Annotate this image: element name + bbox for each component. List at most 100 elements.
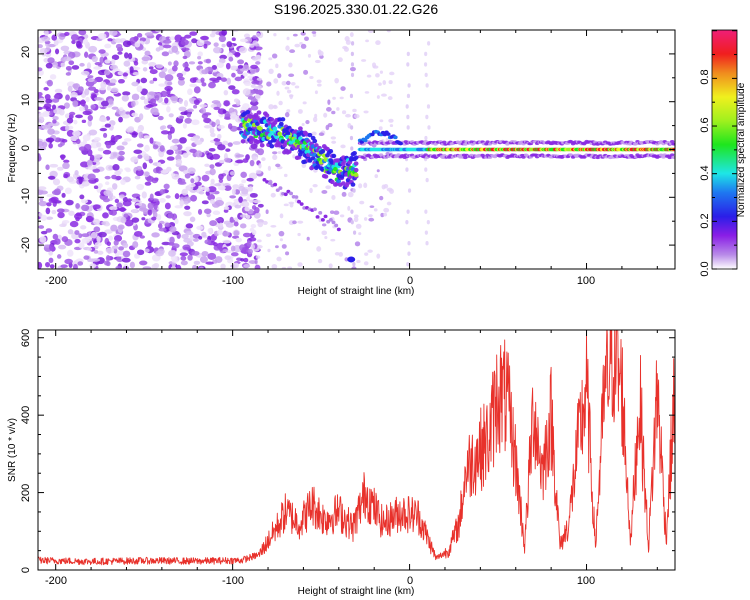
noise-blob <box>222 248 228 253</box>
noise-blob <box>273 33 277 37</box>
noise-blob <box>239 38 249 43</box>
noise-blob <box>134 175 141 180</box>
noise-blob <box>56 208 65 213</box>
noise-blob <box>109 65 117 70</box>
noise-blob <box>193 86 201 94</box>
noise-blob <box>57 211 65 219</box>
noise-blob <box>142 266 152 269</box>
noise-blob <box>93 66 102 70</box>
noise-blob <box>279 238 283 242</box>
noise-blob <box>83 255 90 260</box>
noise-blob <box>122 72 129 77</box>
noise-blob <box>99 116 107 123</box>
noise-blob <box>133 149 143 154</box>
noise-blob <box>203 117 211 124</box>
noise-blob <box>221 43 226 48</box>
noise-blob <box>153 202 158 210</box>
noise-blob <box>79 161 89 168</box>
noise-blob <box>65 94 70 101</box>
noise-blob <box>47 175 56 180</box>
colorbar-tick-label: 0.0 <box>699 261 711 276</box>
noise-blob <box>143 171 150 176</box>
noise-blob <box>213 42 219 47</box>
noise-blob <box>250 143 258 150</box>
noise-blob <box>194 175 199 183</box>
noise-blob <box>361 59 367 62</box>
noise-blob <box>119 206 126 212</box>
noise-blob <box>47 128 55 135</box>
noise-blob <box>190 178 195 184</box>
noise-blob <box>386 30 392 33</box>
noise-blob <box>292 220 297 225</box>
noise-blob <box>328 263 333 269</box>
noise-blob <box>167 213 174 219</box>
noise-streak <box>424 72 428 78</box>
noise-streak <box>405 167 409 172</box>
noise-blob <box>204 67 209 74</box>
noise-blob <box>45 216 54 220</box>
noise-blob <box>84 88 90 96</box>
noise-streak <box>350 209 354 214</box>
noise-blob <box>214 256 223 264</box>
noise-blob <box>63 102 70 109</box>
noise-blob <box>184 67 191 72</box>
noise-blob <box>214 183 221 187</box>
track-blob <box>313 143 319 148</box>
noise-blob <box>389 188 394 194</box>
noise-blob <box>38 140 44 148</box>
track-blob <box>312 207 317 212</box>
noise-blob <box>307 53 312 58</box>
noise-blob <box>233 221 239 227</box>
noise-blob <box>46 202 52 207</box>
noise-blob <box>272 154 278 161</box>
noise-streak <box>424 135 428 141</box>
noise-blob <box>226 77 232 85</box>
noise-blob <box>215 217 223 222</box>
noise-blob <box>187 88 193 96</box>
noise-blob <box>256 77 263 81</box>
snr-xtick-label: -100 <box>222 575 244 587</box>
noise-blob <box>152 111 160 116</box>
noise-blob <box>157 223 163 229</box>
noise-blob <box>44 30 49 37</box>
noise-blob <box>164 97 169 104</box>
noise-blob <box>209 127 215 134</box>
noise-blob <box>121 257 131 263</box>
noise-blob <box>82 110 92 116</box>
noise-blob <box>203 124 212 129</box>
track-blob <box>245 130 251 136</box>
noise-blob <box>231 188 236 196</box>
noise-blob <box>111 106 119 110</box>
noise-blob <box>316 246 322 252</box>
noise-blob <box>45 228 53 233</box>
noise-blob <box>337 57 343 63</box>
noise-blob <box>168 113 174 118</box>
noise-blob <box>38 97 46 105</box>
noise-blob <box>87 247 93 252</box>
noise-blob <box>59 108 65 116</box>
noise-blob <box>270 192 276 198</box>
noise-blob <box>159 198 166 203</box>
noise-blob <box>69 220 79 228</box>
noise-blob <box>341 110 347 115</box>
noise-blob <box>300 31 306 36</box>
noise-streak <box>352 230 357 235</box>
noise-blob <box>218 173 224 180</box>
noise-blob <box>60 62 66 68</box>
track-blob <box>298 126 303 131</box>
noise-blob <box>210 132 216 138</box>
noise-blob <box>68 60 75 66</box>
noise-blob <box>227 52 234 59</box>
noise-blob <box>209 164 215 169</box>
noise-blob <box>276 256 282 262</box>
track-blob <box>278 186 283 190</box>
noise-blob <box>242 64 250 71</box>
noise-blob <box>378 82 382 86</box>
colorbar: 0.0 0.2 0.4 0.6 0.8 Normalized spectral … <box>699 29 747 277</box>
spectrogram-ytick-label: -10 <box>20 188 32 204</box>
track-blob <box>336 227 341 232</box>
noise-blob <box>121 114 130 119</box>
noise-blob <box>122 40 132 48</box>
track-blob <box>294 195 299 199</box>
noise-blob <box>120 179 126 185</box>
